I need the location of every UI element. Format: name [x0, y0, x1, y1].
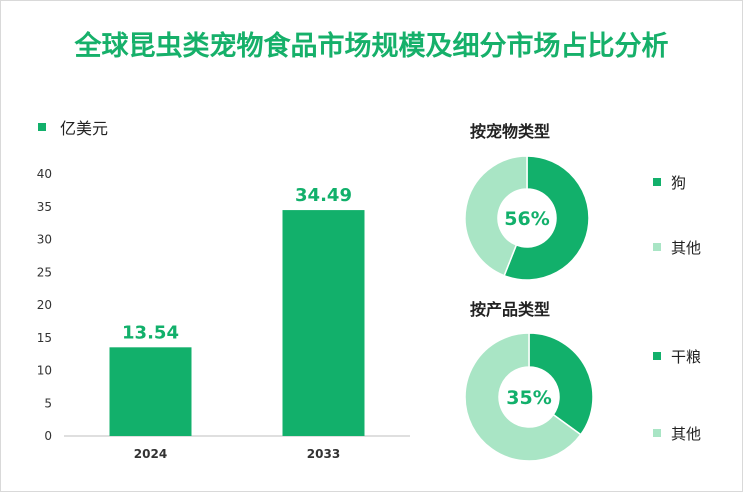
product-donut-center-label: 35%: [506, 387, 551, 409]
bar-value-label-2033: 34.49: [295, 185, 352, 206]
y-tick-label-7: 35: [37, 200, 52, 214]
product-legend-swatch-1: [653, 429, 661, 437]
y-tick-label-8: 40: [37, 167, 52, 181]
bar-2033: [282, 210, 365, 436]
product-legend-label-1: 其他: [671, 424, 702, 443]
pet-type-title: 按宠物类型: [470, 122, 551, 141]
pet-legend-item-1: 其他: [653, 236, 701, 258]
bar-legend-swatch: [38, 123, 46, 131]
y-tick-label-4: 20: [37, 298, 52, 312]
product-legend-item-0: 干粮: [653, 345, 701, 367]
bar-value-label-2024: 13.54: [122, 322, 179, 343]
y-tick-label-2: 10: [37, 364, 52, 378]
pet-legend-label-1: 其他: [671, 238, 702, 257]
pet-legend-item-0: 狗: [653, 171, 686, 193]
product-type-title: 按产品类型: [470, 300, 551, 319]
product-legend-swatch-0: [653, 352, 661, 360]
pet-legend-swatch-1: [653, 243, 661, 251]
bar-legend-label: 亿美元: [60, 119, 109, 138]
bar-legend: 亿美元: [38, 116, 108, 138]
pet-donut-center-label: 56%: [504, 208, 549, 230]
x-tick-label-2033: 2033: [307, 447, 340, 461]
y-tick-label-0: 0: [44, 429, 52, 443]
pet-donut-slice-0: [503, 155, 590, 281]
product-donut-slice-1: [464, 332, 582, 462]
pet-donut-slice-1: [464, 155, 528, 277]
product-donut-slice-0: [528, 332, 594, 436]
y-tick-label-6: 30: [37, 233, 52, 247]
pet-legend-label-0: 狗: [671, 173, 687, 192]
y-tick-label-3: 15: [37, 331, 52, 345]
y-tick-label-1: 5: [44, 396, 52, 410]
x-tick-label-2024: 2024: [134, 447, 167, 461]
pet-legend-swatch-0: [653, 178, 661, 186]
page-title: 全球昆虫类宠物食品市场规模及细分市场占比分析: [74, 31, 669, 62]
product-legend-item-1: 其他: [653, 422, 701, 444]
y-tick-label-5: 25: [37, 265, 52, 279]
product-legend-label-0: 干粮: [671, 347, 702, 366]
bar-2024: [109, 347, 192, 436]
